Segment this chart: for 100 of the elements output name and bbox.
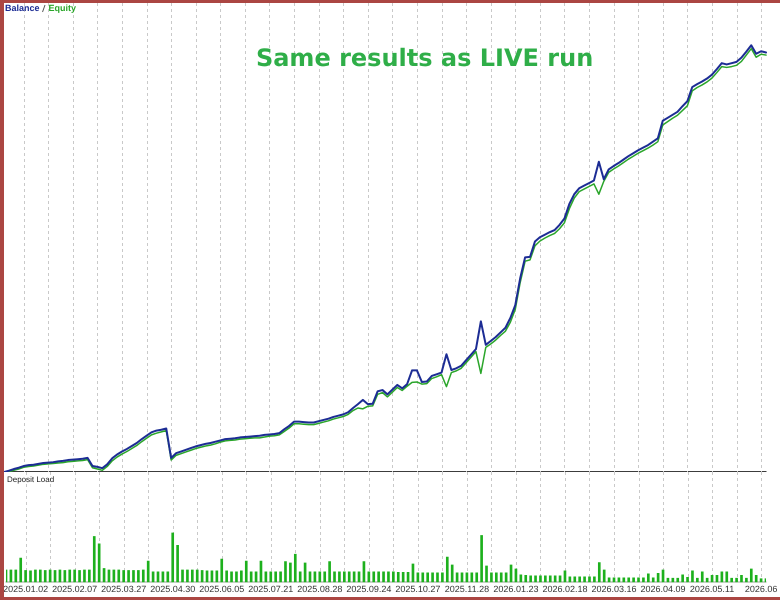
- x-tick-label: 2026.05.11: [690, 584, 734, 594]
- bar: [34, 570, 37, 582]
- bar: [24, 570, 27, 582]
- bar: [392, 572, 395, 582]
- bar: [78, 570, 81, 582]
- bar: [529, 575, 532, 582]
- bar: [127, 570, 130, 582]
- bar: [564, 570, 566, 582]
- x-tick-label: 2025.11.28: [444, 584, 490, 594]
- bar: [646, 574, 650, 582]
- bar: [656, 573, 660, 582]
- bar: [421, 572, 424, 582]
- bar: [662, 570, 664, 582]
- bar: [352, 572, 356, 582]
- bar: [289, 562, 292, 582]
- bar: [19, 558, 22, 582]
- bar: [691, 570, 694, 582]
- bar: [716, 574, 718, 582]
- bar: [396, 572, 400, 582]
- bar: [362, 561, 366, 582]
- x-tick-label: 2025.08.28: [297, 584, 342, 594]
- bar: [475, 572, 478, 582]
- bar: [485, 566, 488, 582]
- bar: [568, 576, 572, 582]
- bar: [426, 572, 430, 582]
- bar: [387, 572, 390, 582]
- bar: [112, 570, 116, 582]
- bar: [244, 560, 248, 582]
- bar: [176, 544, 179, 582]
- bar: [152, 572, 154, 582]
- bar: [58, 570, 62, 582]
- bar: [446, 556, 449, 582]
- bar: [406, 572, 410, 582]
- bar: [235, 572, 238, 582]
- bar: [314, 572, 316, 582]
- bar: [284, 561, 287, 582]
- bar: [254, 572, 258, 582]
- bar: [612, 577, 616, 582]
- bar: [500, 572, 503, 582]
- bar: [558, 575, 562, 582]
- bar: [210, 570, 214, 582]
- bar: [750, 568, 753, 582]
- bar: [490, 572, 493, 582]
- bar: [260, 560, 262, 582]
- bar: [132, 570, 135, 582]
- bar: [720, 572, 724, 582]
- bar: [416, 572, 420, 582]
- text: Equity: [48, 2, 76, 13]
- bar: [269, 572, 272, 582]
- bar: [92, 536, 96, 582]
- bar: [137, 570, 140, 582]
- bar: [216, 570, 218, 582]
- bar: [602, 570, 606, 582]
- bar: [725, 572, 728, 582]
- bar: [372, 572, 376, 582]
- bar: [578, 576, 582, 582]
- bar: [220, 558, 224, 582]
- x-tick-label: 2026.02.18: [542, 584, 588, 594]
- bar: [230, 572, 233, 582]
- bar: [29, 570, 32, 582]
- bar: [171, 532, 174, 582]
- bar: [68, 570, 72, 582]
- bar: [54, 570, 56, 582]
- bar: [196, 570, 199, 582]
- x-tick-label: 2026.04.09: [640, 584, 686, 594]
- bar: [108, 570, 110, 582]
- bar: [122, 570, 126, 582]
- bar: [494, 572, 498, 582]
- x-tick-label: 2026.06: [744, 584, 778, 594]
- x-tick-label: 2025.04.30: [150, 584, 196, 594]
- bar: [73, 570, 76, 582]
- bar: [681, 574, 684, 582]
- bar: [700, 572, 704, 582]
- bar: [44, 570, 47, 582]
- bar: [38, 570, 42, 582]
- bar: [520, 574, 522, 582]
- bar: [98, 543, 100, 582]
- bar: [548, 575, 552, 582]
- bar: [686, 576, 689, 582]
- bar: [294, 554, 297, 582]
- bar: [598, 562, 601, 582]
- bar: [534, 575, 537, 582]
- bar: [298, 572, 302, 582]
- bar: [304, 562, 306, 582]
- bar: [88, 570, 91, 582]
- bar: [240, 570, 243, 582]
- bar: [460, 572, 464, 582]
- bar: [186, 570, 189, 582]
- bar: [14, 570, 18, 582]
- bar: [308, 572, 312, 582]
- bar: [348, 572, 351, 582]
- bar: [142, 570, 145, 582]
- bar: [358, 572, 360, 582]
- bar: [368, 572, 370, 582]
- bar: [200, 570, 204, 582]
- bar: [342, 572, 346, 582]
- bar: [64, 570, 66, 582]
- x-tick-label: 2025.10.27: [395, 584, 440, 594]
- bar: [504, 572, 508, 582]
- bar: [588, 576, 591, 582]
